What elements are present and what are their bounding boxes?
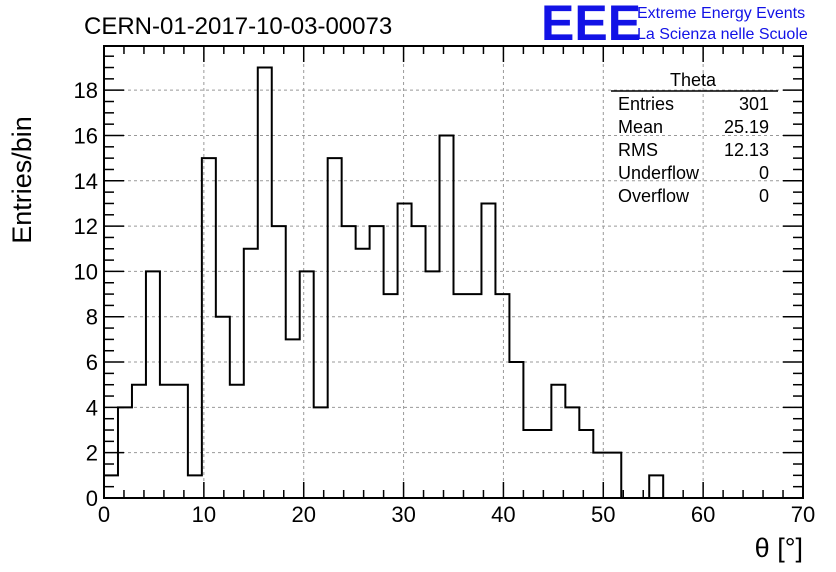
bin-20 bbox=[384, 294, 398, 498]
bin-19 bbox=[370, 226, 384, 498]
bin-33 bbox=[565, 407, 579, 498]
y-tick-labels: 0 2 4 6 8 10 12 14 16 18 bbox=[74, 78, 98, 511]
y-axis-title: Entries/bin bbox=[7, 116, 37, 244]
stats-value-underflow: 0 bbox=[759, 163, 769, 183]
histogram-outline bbox=[103, 66, 665, 499]
bin-30 bbox=[523, 430, 537, 498]
bin-34 bbox=[579, 430, 593, 498]
x-tick-labels: 0 10 20 30 40 50 60 70 bbox=[98, 502, 815, 527]
stats-box: Theta Entries 301 Mean 25.19 RMS 12.13 Underfl… bbox=[611, 70, 778, 206]
bin-21 bbox=[398, 203, 412, 498]
x-tick-label-7: 70 bbox=[791, 502, 815, 527]
bin-11 bbox=[258, 68, 272, 498]
bin-26 bbox=[467, 294, 481, 498]
stats-label-entries: Entries bbox=[618, 94, 674, 114]
bin-3 bbox=[146, 271, 160, 498]
bin-24 bbox=[440, 135, 454, 498]
stats-label-rms: RMS bbox=[618, 140, 658, 160]
bin-18 bbox=[356, 249, 370, 498]
bin-28 bbox=[495, 294, 509, 498]
bin-2 bbox=[132, 385, 146, 498]
x-tick-label-2: 20 bbox=[291, 502, 315, 527]
stats-value-entries: 301 bbox=[739, 94, 769, 114]
stats-label-underflow: Underflow bbox=[618, 163, 700, 183]
x-tick-label-5: 50 bbox=[591, 502, 615, 527]
y-tick-label-6: 12 bbox=[74, 214, 98, 239]
x-tick-label-4: 40 bbox=[491, 502, 515, 527]
stats-label-mean: Mean bbox=[618, 117, 663, 137]
bin-23 bbox=[426, 271, 440, 498]
bin-29 bbox=[509, 362, 523, 498]
bin-6 bbox=[188, 475, 202, 498]
histogram-bins bbox=[104, 68, 663, 498]
bin-27 bbox=[481, 203, 495, 498]
stats-box-name: Theta bbox=[670, 70, 717, 90]
bin-35 bbox=[593, 453, 607, 498]
x-tick-label-3: 30 bbox=[391, 502, 415, 527]
bin-25 bbox=[454, 294, 468, 498]
logo-line-1: Extreme Energy Events bbox=[637, 5, 805, 22]
x-tick-label-1: 10 bbox=[192, 502, 216, 527]
y-tick-label-3: 6 bbox=[86, 350, 98, 375]
stats-label-overflow: Overflow bbox=[618, 186, 690, 206]
bin-16 bbox=[328, 158, 342, 498]
logo-line-2: La Scienza nelle Scuole bbox=[637, 26, 808, 43]
y-tick-label-9: 18 bbox=[74, 78, 98, 103]
logo-mark: EEE bbox=[541, 0, 641, 51]
x-tick-label-6: 60 bbox=[691, 502, 715, 527]
bin-32 bbox=[551, 385, 565, 498]
x-axis-title: θ [°] bbox=[755, 533, 803, 563]
y-tick-label-8: 16 bbox=[74, 123, 98, 148]
y-tick-label-4: 8 bbox=[86, 305, 98, 330]
bin-5 bbox=[174, 385, 188, 498]
x-tick-label-0: 0 bbox=[98, 502, 110, 527]
bin-39 bbox=[649, 475, 663, 498]
bin-36 bbox=[607, 453, 621, 498]
eee-logo: EEE Extreme Energy Events La Scienza nel… bbox=[541, 0, 808, 51]
chart-title: CERN-01-2017-10-03-00073 bbox=[84, 13, 392, 40]
stats-value-mean: 25.19 bbox=[724, 117, 769, 137]
y-tick-label-1: 2 bbox=[86, 441, 98, 466]
bin-31 bbox=[537, 430, 551, 498]
y-tick-label-0: 0 bbox=[86, 486, 98, 511]
stats-value-rms: 12.13 bbox=[724, 140, 769, 160]
stats-value-overflow: 0 bbox=[759, 186, 769, 206]
axis-ticks bbox=[103, 46, 804, 499]
bin-12 bbox=[272, 226, 286, 498]
bin-10 bbox=[244, 249, 258, 498]
bin-17 bbox=[342, 226, 356, 498]
y-tick-label-2: 4 bbox=[86, 395, 98, 420]
y-tick-label-5: 10 bbox=[74, 259, 98, 284]
bin-4 bbox=[160, 385, 174, 498]
y-tick-label-7: 14 bbox=[74, 169, 98, 194]
bin-9 bbox=[230, 385, 244, 498]
bin-8 bbox=[216, 317, 230, 498]
bin-7 bbox=[202, 158, 216, 498]
bin-13 bbox=[286, 339, 300, 498]
bin-15 bbox=[314, 407, 328, 498]
bin-14 bbox=[300, 271, 314, 498]
bin-22 bbox=[412, 226, 426, 498]
